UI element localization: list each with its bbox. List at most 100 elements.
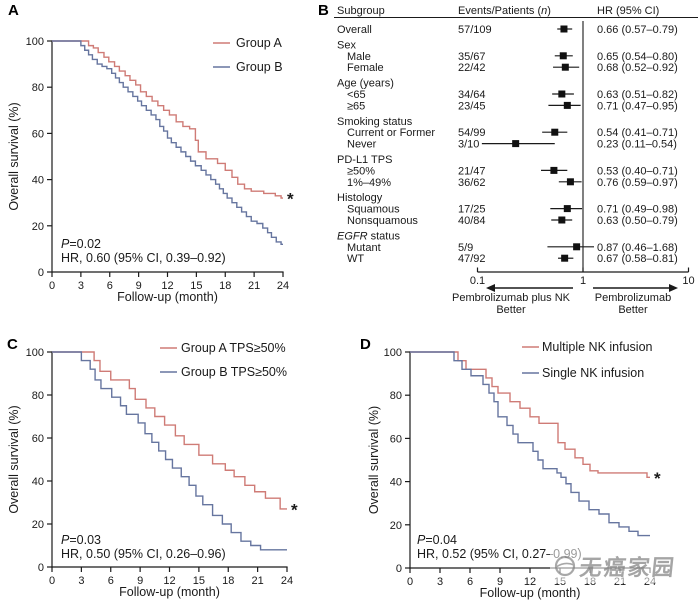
km-curve	[52, 40, 283, 199]
hr-marker	[559, 52, 567, 60]
svg-text:Age (years): Age (years)	[337, 78, 394, 90]
svg-text:100: 100	[384, 347, 402, 359]
svg-text:18: 18	[219, 280, 231, 292]
svg-text:P=0.02: P=0.02	[61, 237, 101, 251]
svg-text:22/42: 22/42	[458, 62, 486, 74]
svg-text:0.76 (0.59–0.97): 0.76 (0.59–0.97)	[597, 177, 678, 189]
svg-text:HR, 0.52 (95% CI, 0.27–0.99): HR, 0.52 (95% CI, 0.27–0.99)	[417, 547, 582, 561]
km-chart-tps50-survival: 0 20 40 60 80 100 0 3 6 9 12 15 18 21 24 Overall surviv…	[0, 318, 335, 605]
svg-text:Male: Male	[347, 51, 371, 63]
svg-text:0.71 (0.47–0.95): 0.71 (0.47–0.95)	[597, 100, 678, 112]
svg-text:0.66 (0.57–0.79): 0.66 (0.57–0.79)	[597, 24, 678, 36]
km-curve	[410, 351, 650, 537]
svg-text:Group A TPS≥50%: Group A TPS≥50%	[181, 341, 286, 355]
panel-label-b: B	[318, 2, 329, 19]
svg-text:0.68 (0.52–0.92): 0.68 (0.52–0.92)	[597, 62, 678, 74]
svg-text:Never: Never	[347, 139, 377, 151]
svg-text:0: 0	[38, 562, 44, 574]
axes	[47, 351, 288, 572]
svg-text:20: 20	[390, 520, 402, 532]
svg-text:0.71 (0.49–0.98): 0.71 (0.49–0.98)	[597, 204, 678, 216]
svg-text:12: 12	[163, 575, 175, 587]
km-curve	[52, 40, 283, 245]
svg-text:9: 9	[137, 575, 143, 587]
svg-text:40: 40	[32, 476, 44, 488]
forest-plot-svg: Subgroup Events/Patients (n) HR (95% CI) Ov…	[334, 5, 698, 316]
svg-text:Nonsquamous: Nonsquamous	[347, 215, 418, 227]
svg-text:WT: WT	[347, 253, 364, 265]
panel-label-d: D	[360, 336, 371, 353]
svg-text:Subgroup: Subgroup	[337, 5, 385, 17]
svg-text:0.63 (0.50–0.79): 0.63 (0.50–0.79)	[597, 215, 678, 227]
svg-text:*: *	[654, 469, 661, 488]
hr-marker	[512, 140, 520, 148]
svg-text:0.53 (0.40–0.71): 0.53 (0.40–0.71)	[597, 165, 678, 177]
svg-text:15: 15	[190, 280, 202, 292]
svg-text:0.63 (0.51–0.82): 0.63 (0.51–0.82)	[597, 89, 678, 101]
km-plot-svg-C: 0 20 40 60 80 100 0 3 6 9 12 15 18 21 24 Overall surviv…	[7, 341, 298, 599]
hr-marker	[561, 254, 569, 262]
svg-text:60: 60	[32, 128, 44, 140]
hr-marker	[558, 216, 566, 224]
svg-text:5/9: 5/9	[458, 242, 473, 254]
svg-text:23/45: 23/45	[458, 100, 486, 112]
svg-text:HR, 0.50 (95% CI, 0.26–0.96): HR, 0.50 (95% CI, 0.26–0.96)	[61, 547, 226, 561]
svg-text:21/47: 21/47	[458, 165, 486, 177]
svg-text:35/67: 35/67	[458, 51, 486, 63]
svg-text:Pembrolizumab plus NK: Pembrolizumab plus NK	[452, 292, 571, 304]
svg-text:12: 12	[524, 576, 536, 588]
svg-text:3: 3	[78, 280, 84, 292]
svg-text:Group B: Group B	[236, 60, 283, 74]
panel-label-c: C	[7, 336, 18, 353]
hr-marker	[550, 166, 558, 174]
km-curve	[52, 351, 287, 510]
svg-text:Female: Female	[347, 62, 384, 74]
svg-text:40/84: 40/84	[458, 215, 486, 227]
svg-text:0.1: 0.1	[470, 275, 485, 287]
svg-text:0: 0	[396, 563, 402, 575]
svg-text:*: *	[291, 500, 298, 519]
svg-text:Group A: Group A	[236, 36, 283, 50]
svg-text:12: 12	[161, 280, 173, 292]
svg-text:Better: Better	[618, 304, 648, 316]
hr-marker	[558, 90, 566, 98]
svg-text:0: 0	[38, 267, 44, 279]
svg-text:3: 3	[78, 575, 84, 587]
svg-text:≥50%: ≥50%	[347, 165, 375, 177]
svg-text:20: 20	[32, 519, 44, 531]
svg-text:47/92: 47/92	[458, 253, 486, 265]
svg-text:80: 80	[32, 390, 44, 402]
svg-text:Overall survival (%): Overall survival (%)	[7, 102, 21, 210]
hr-marker	[573, 243, 581, 251]
svg-text:100: 100	[26, 36, 44, 48]
km-curve	[410, 351, 650, 478]
svg-text:9: 9	[497, 576, 503, 588]
km-chart-overall-survival: 0 20 40 60 80 100 0 3 6 9 12 15 18 21 24 Overall surviv…	[0, 0, 310, 316]
svg-text:P=0.03: P=0.03	[61, 533, 101, 547]
svg-text:Overall survival (%): Overall survival (%)	[7, 405, 21, 513]
svg-text:60: 60	[32, 433, 44, 445]
svg-text:3: 3	[437, 576, 443, 588]
svg-text:36/62: 36/62	[458, 177, 486, 189]
svg-text:24: 24	[281, 575, 293, 587]
svg-text:Overall: Overall	[337, 24, 372, 36]
svg-text:6: 6	[467, 576, 473, 588]
svg-text:Overall survival (%): Overall survival (%)	[367, 406, 381, 514]
hr-marker	[561, 63, 569, 71]
svg-text:6: 6	[108, 575, 114, 587]
svg-text:0.87 (0.46–1.68): 0.87 (0.46–1.68)	[597, 242, 678, 254]
svg-text:EGFR status: EGFR status	[337, 230, 400, 242]
svg-text:3/10: 3/10	[458, 139, 479, 151]
svg-text:Histology: Histology	[337, 192, 383, 204]
watermark-logo-icon	[554, 555, 576, 577]
hr-marker	[563, 205, 571, 213]
svg-text:80: 80	[390, 390, 402, 402]
km-curve	[52, 351, 287, 551]
svg-text:100: 100	[26, 347, 44, 359]
svg-text:40: 40	[390, 477, 402, 489]
watermark-text: 无癌家园	[578, 555, 678, 580]
svg-text:0: 0	[49, 280, 55, 292]
svg-text:21: 21	[248, 280, 260, 292]
svg-text:*: *	[287, 190, 294, 209]
